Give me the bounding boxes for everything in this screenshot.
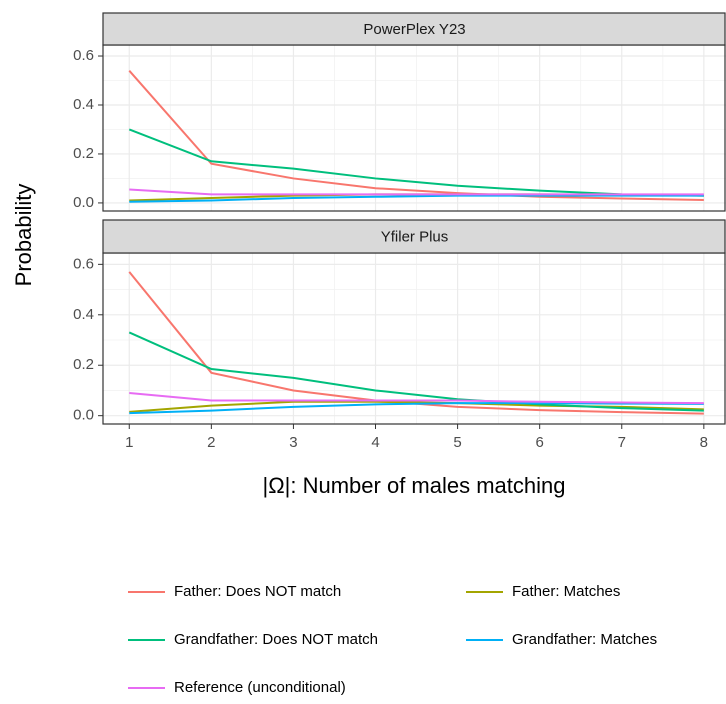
legend-label: Grandfather: Matches xyxy=(512,631,657,648)
y-tick-label: 0.2 xyxy=(73,145,94,162)
data-line xyxy=(128,331,704,412)
x-tick-label: 1 xyxy=(125,434,133,451)
data-line xyxy=(129,194,704,203)
data-line xyxy=(128,70,704,201)
x-tick-label: 8 xyxy=(700,434,708,451)
strip-background xyxy=(102,219,726,254)
y-tick-label: 0.4 xyxy=(73,306,94,323)
series-group xyxy=(128,271,704,415)
x-tick-label: 2 xyxy=(207,434,215,451)
x-tick-label: 5 xyxy=(453,434,461,451)
y-tick-label: 0.0 xyxy=(73,407,94,424)
y-tick-label: 0.2 xyxy=(73,356,94,373)
legend-label: Father: Matches xyxy=(512,583,620,600)
legend-label: Father: Does NOT match xyxy=(174,583,341,600)
y-tick-label: 0.4 xyxy=(73,96,94,113)
data-line xyxy=(129,188,704,196)
y-tick-label: 0.6 xyxy=(73,255,94,272)
y-axis-title: Probability xyxy=(11,184,36,287)
data-line xyxy=(129,402,704,415)
x-tick-label: 6 xyxy=(536,434,544,451)
strip-title: PowerPlex Y23 xyxy=(363,21,465,38)
legend-label: Reference (unconditional) xyxy=(174,679,346,696)
x-tick-label: 4 xyxy=(371,434,379,451)
panel-background xyxy=(103,45,725,211)
data-line xyxy=(129,391,704,405)
strip-title: Yfiler Plus xyxy=(381,228,449,245)
legend-label: Grandfather: Does NOT match xyxy=(174,631,378,648)
y-tick-label: 0.6 xyxy=(73,47,94,64)
x-tick-label: 7 xyxy=(618,434,626,451)
strip-background xyxy=(102,12,726,46)
series-group xyxy=(128,70,704,203)
x-tick-label: 3 xyxy=(289,434,297,451)
x-axis-title: |Ω|: Number of males matching xyxy=(263,473,566,498)
y-tick-label: 0.0 xyxy=(73,194,94,211)
